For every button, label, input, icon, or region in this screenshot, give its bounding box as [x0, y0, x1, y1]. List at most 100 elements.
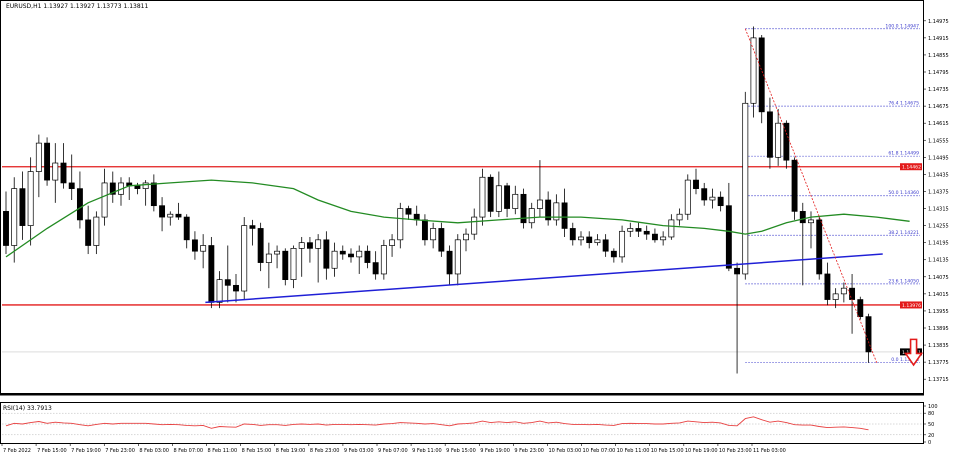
rsi-axis-label: 0 [928, 440, 931, 446]
rsi-axis-label: 20 [928, 433, 934, 439]
time-axis-label: 8 Feb 15:00 [242, 448, 272, 454]
candle-body [783, 122, 790, 161]
candle-body [44, 142, 51, 181]
candle-body [750, 37, 757, 104]
price-axis-label: 1.13775 [928, 360, 949, 366]
candle-body [865, 316, 872, 353]
fib-level-label: 100.0 1.14947 [885, 23, 919, 29]
horizontal-level-tag [900, 301, 922, 309]
candle-body [471, 216, 478, 235]
time-axis-label: 10 Feb 19:00 [685, 448, 718, 454]
time-axis-label: 9 Feb 15:00 [446, 448, 476, 454]
time-axis-label: 10 Feb 11:00 [617, 448, 650, 454]
fib-level-label: 50.0 1.14360 [888, 190, 919, 196]
price-axis-label: 1.13715 [928, 377, 949, 383]
fib-level-label: 23.6 1.14050 [888, 278, 919, 284]
candle-body [463, 233, 469, 241]
price-axis-label: 1.14195 [928, 241, 949, 247]
price-axis-label: 1.14615 [928, 121, 949, 127]
candle-body [479, 176, 486, 218]
candle-body [725, 205, 732, 269]
candle-body [389, 239, 396, 246]
candle-body [331, 250, 338, 269]
candle-body [553, 202, 560, 221]
price-axis-label: 1.14735 [928, 87, 949, 93]
candle-body [643, 230, 650, 235]
candle-body [265, 253, 272, 263]
time-axis-label: 9 Feb 11:00 [412, 448, 442, 454]
candle-body [610, 250, 617, 258]
candle-body [857, 299, 864, 317]
time-axis-label: 7 Feb 23:00 [105, 448, 135, 454]
candle-body [380, 245, 387, 275]
candle-body [298, 242, 305, 249]
candle-body [191, 239, 198, 252]
candle-body [85, 219, 92, 246]
candle-body [397, 208, 404, 241]
candle-body [734, 267, 741, 275]
candle-body [323, 239, 330, 269]
candle-body [11, 188, 18, 246]
candle-body [68, 182, 75, 189]
candle-body [446, 250, 453, 275]
candle-body [561, 202, 568, 229]
candle-body [241, 225, 248, 292]
rsi-axis-label: 80 [928, 411, 934, 417]
fib-diagonal-line [744, 28, 878, 363]
candle-body [290, 248, 297, 280]
rsi-axis-label: 50 [928, 422, 934, 428]
candle-body [52, 162, 59, 181]
horizontal-level-tag [900, 163, 922, 171]
candle-body [668, 219, 675, 238]
candle-body [545, 199, 552, 221]
time-axis-label: 9 Feb 03:00 [344, 448, 374, 454]
candle-body [602, 239, 609, 252]
horizontal-level-label: 1.13976 [902, 303, 921, 309]
candle-body [35, 142, 42, 172]
candle-body [208, 245, 215, 303]
candle-body [93, 216, 100, 246]
price-axis-label: 1.14915 [928, 36, 949, 42]
moving-average-line [5, 179, 910, 258]
candle-body [224, 279, 231, 286]
candle-body [840, 287, 847, 295]
price-axis-label: 1.14555 [928, 138, 949, 144]
candle-body [717, 196, 724, 207]
candle-body [27, 171, 34, 226]
candle-body [586, 236, 593, 244]
price-axis-label: 1.14075 [928, 275, 949, 281]
time-axis-label: 10 Feb 15:00 [651, 448, 684, 454]
candle-body [101, 182, 108, 218]
candle-body [684, 179, 691, 215]
candle-body [421, 219, 428, 241]
candle-body [454, 239, 461, 275]
time-axis-label: 9 Feb 19:00 [480, 448, 510, 454]
candle-body [339, 250, 346, 255]
candle-body [438, 228, 445, 252]
candle-body [134, 185, 141, 189]
price-axis-label: 1.14135 [928, 258, 949, 264]
candle-body [175, 213, 182, 218]
fib-level-label: 76.4 1.14675 [888, 101, 919, 107]
fib-level-label: 0.0 1.13773 [891, 357, 919, 363]
candle-body [619, 230, 626, 258]
candle-body [799, 211, 806, 224]
time-axis-label: 10 Feb 23:00 [719, 448, 752, 454]
candle-body [109, 182, 116, 195]
candle-body [536, 199, 543, 209]
candle-body [167, 213, 174, 218]
candle-body [249, 225, 256, 229]
candle-body [824, 273, 831, 300]
price-axis-label: 1.14315 [928, 207, 949, 213]
candle-body [282, 250, 289, 280]
candle-body [528, 208, 535, 224]
candle-body [159, 205, 166, 218]
price-axis-label: 1.14255 [928, 224, 949, 230]
candle-body [495, 185, 502, 212]
candle-body [405, 208, 412, 215]
rsi-axis-label: 100 [928, 404, 938, 410]
time-axis-label: 8 Feb 19:00 [276, 448, 306, 454]
candle-body [635, 228, 642, 232]
price-axis-label: 1.14375 [928, 189, 949, 195]
